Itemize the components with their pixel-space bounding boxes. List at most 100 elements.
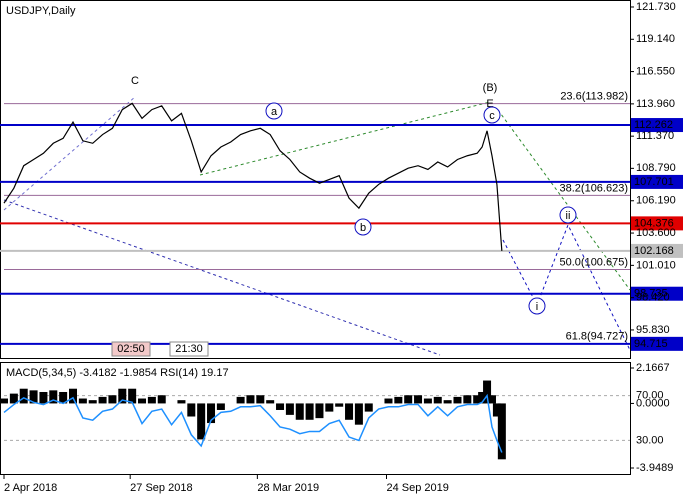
y-tick-label: 2.1667 <box>636 362 670 374</box>
indicator-pane <box>0 362 631 475</box>
macd-bar <box>138 398 147 404</box>
rsi-line <box>3 393 503 453</box>
wave-circle <box>528 297 546 315</box>
macd-bar <box>478 391 487 404</box>
y2-tick-label: 70.00 <box>636 390 664 402</box>
macd-bar <box>236 396 245 404</box>
level-label: 98.735 <box>634 288 668 300</box>
wave-label: ii <box>566 210 571 222</box>
time-label: 02:50 <box>117 343 145 355</box>
y-tick-label: 106.190 <box>636 195 676 207</box>
y-tick-label: 108.790 <box>636 162 676 174</box>
level-tag <box>631 243 683 258</box>
macd-bar <box>404 395 413 404</box>
level-tag <box>631 174 683 189</box>
wave-circle <box>559 206 577 224</box>
macd-bar <box>463 395 472 404</box>
wave-label: (B) <box>483 82 498 94</box>
macd-bar <box>147 396 156 404</box>
macd-bar <box>345 403 354 420</box>
trend-line <box>3 199 441 356</box>
fib-label: 23.6(113.982) <box>560 91 628 103</box>
y-tick-label: 98.420 <box>636 292 670 304</box>
macd-bar <box>453 396 462 404</box>
time-label: 21:30 <box>175 343 203 355</box>
macd-bar <box>216 403 225 410</box>
macd-bar <box>443 400 452 404</box>
wave-label: c <box>489 110 495 122</box>
level-label: 112.262 <box>634 119 673 131</box>
macd-bar <box>108 395 117 404</box>
macd-bar <box>19 388 28 404</box>
y2-tick-label: 30.00 <box>636 434 664 446</box>
indicator-title: MACD(5,34,5) -3.4182 -1.9854 RSI(14) 19.… <box>6 367 229 379</box>
trend-line <box>497 109 631 291</box>
macd-bar <box>39 391 48 404</box>
macd-bar <box>128 388 137 404</box>
macd-bar <box>69 388 78 404</box>
fib-label: 38.2(106.623) <box>560 182 629 194</box>
macd-bar <box>256 395 265 404</box>
macd-bar <box>266 400 275 404</box>
macd-bar <box>497 403 506 460</box>
y-tick-label: 111.370 <box>636 130 674 142</box>
wave-circle <box>483 106 501 124</box>
macd-bar <box>394 396 403 404</box>
macd-bar <box>335 403 344 407</box>
x-tick-label: 27 Sep 2018 <box>130 482 192 494</box>
macd-bar <box>305 403 314 420</box>
wave-label: a <box>271 106 278 118</box>
fib-label: 50.0(100.675) <box>560 256 629 268</box>
price-line <box>3 102 503 251</box>
macd-bar <box>364 403 373 412</box>
y-tick-label: 116.550 <box>636 65 675 77</box>
macd-bar <box>49 390 58 404</box>
time-box <box>111 341 151 357</box>
macd-bar <box>276 403 285 410</box>
y-tick-label: 121.730 <box>636 1 676 13</box>
x-tick-label: 2 Apr 2018 <box>4 482 57 494</box>
trend-line <box>199 101 491 176</box>
macd-bar <box>384 398 393 404</box>
chart-title: USDJPY,Daily <box>6 5 76 17</box>
macd-bar <box>177 400 186 404</box>
y-tick-label: 119.140 <box>636 33 675 45</box>
macd-bar <box>487 395 496 404</box>
macd-bar <box>88 400 97 404</box>
macd-bar <box>246 395 255 404</box>
fib-label: 61.8(94.727) <box>566 331 628 343</box>
level-label: 102.168 <box>634 245 674 257</box>
x-tick-label: 28 Mar 2019 <box>257 482 319 494</box>
wave-label: E <box>486 98 493 110</box>
macd-bar <box>118 388 127 404</box>
time-box <box>169 341 209 357</box>
y-tick-label: 101.010 <box>636 259 676 271</box>
wave-circle <box>354 218 372 236</box>
wave-label: C <box>131 75 139 87</box>
macd-bar <box>157 395 166 404</box>
level-tag <box>631 216 683 231</box>
macd-bar <box>29 390 38 404</box>
macd-bar <box>187 403 196 417</box>
macd-bar <box>207 403 216 424</box>
macd-bar <box>433 396 442 404</box>
macd-bar <box>9 393 18 404</box>
macd-bar <box>98 396 107 404</box>
macd-bar <box>0 398 8 404</box>
wave-label: i <box>536 301 538 313</box>
macd-bar <box>285 403 294 415</box>
x-tick-label: 24 Sep 2019 <box>387 482 449 494</box>
macd-bar <box>325 403 334 412</box>
level-label: 104.376 <box>634 217 674 229</box>
macd-bar <box>354 403 363 425</box>
macd-bar <box>483 380 492 404</box>
macd-bar <box>295 403 304 420</box>
macd-bar <box>197 403 206 440</box>
level-tag <box>631 286 683 301</box>
y-tick-label: 103.600 <box>636 227 676 239</box>
macd-bar <box>315 403 324 419</box>
wave-label: b <box>360 222 366 234</box>
y-tick-label: -3.9489 <box>636 462 673 474</box>
level-tag <box>631 118 683 133</box>
